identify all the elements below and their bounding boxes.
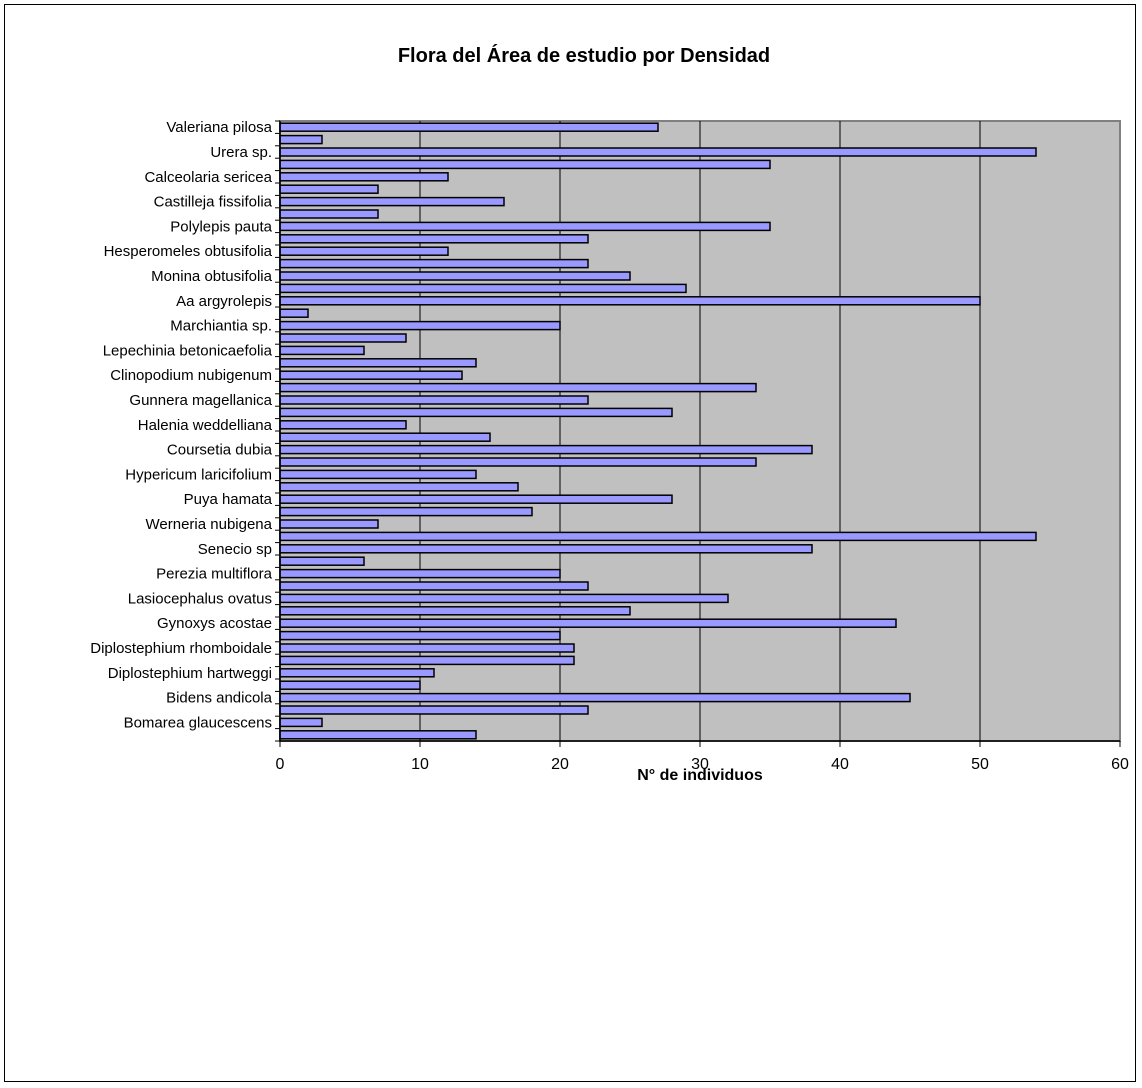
bar <box>279 581 589 591</box>
y-axis <box>275 120 281 742</box>
category-label: Halenia weddelliana <box>138 417 273 434</box>
category-label: Gunnera magellanica <box>129 392 272 409</box>
bar <box>279 457 757 467</box>
bar <box>279 308 309 318</box>
category-label: Lepechinia betonicaefolia <box>103 342 273 359</box>
category-label: Werneria nubigena <box>146 516 273 533</box>
x-tick-label: 40 <box>831 756 849 773</box>
bar <box>279 407 673 418</box>
category-label: Coursetia dubia <box>167 442 273 459</box>
category-label: Aa argyrolepis <box>176 293 272 310</box>
category-label: Monina obtusifolia <box>151 268 273 285</box>
bar <box>279 593 729 604</box>
category-label: Bidens andicola <box>166 690 273 707</box>
x-tick-label: 60 <box>1111 756 1129 773</box>
bar <box>279 395 589 405</box>
bar <box>279 730 477 740</box>
bar <box>279 296 981 306</box>
bar <box>279 444 813 455</box>
bar <box>279 556 365 566</box>
bar <box>279 333 407 343</box>
bar <box>279 345 365 356</box>
bar <box>279 147 1037 157</box>
category-label: Clinopodium nubigenum <box>110 367 272 384</box>
category-label: Bomarea glaucescens <box>124 714 272 731</box>
bar <box>279 358 477 368</box>
bar <box>279 283 687 294</box>
category-label: Diplostephium hartweggi <box>108 665 272 682</box>
bar <box>279 271 631 281</box>
bar <box>279 668 435 678</box>
bar <box>279 482 519 492</box>
bar <box>279 258 589 269</box>
x-axis-label: N° de individuos <box>637 767 763 784</box>
bar <box>279 494 673 504</box>
category-label: Diplostephium rhomboidale <box>90 640 272 657</box>
bar <box>279 643 575 653</box>
category-label: Valeriana pilosa <box>166 119 272 136</box>
bar <box>279 246 449 256</box>
x-tick-labels: 0 10 20 30 40 50 60 <box>276 756 1129 773</box>
bar <box>279 122 659 132</box>
bar <box>279 705 589 715</box>
bar <box>279 172 449 182</box>
x-tick-label: 30 <box>691 756 709 773</box>
bar <box>279 606 631 616</box>
chart-title: Flora del Área de estudio por Densidad <box>398 44 770 67</box>
bar <box>279 531 1037 542</box>
category-label: Hypericum laricifolium <box>125 466 272 483</box>
bar <box>279 568 561 579</box>
bar <box>279 196 505 207</box>
bar <box>279 717 323 728</box>
x-axis <box>279 740 1121 747</box>
bar <box>279 692 911 703</box>
bar <box>279 432 491 442</box>
category-label: Puya hamata <box>184 491 273 508</box>
category-labels: Bomarea glaucescens Bidens andicola Diplos… <box>90 119 272 731</box>
category-label: Marchiantia sp. <box>170 318 272 335</box>
category-label: Lasiocephalus ovatus <box>128 590 272 607</box>
bar <box>279 506 533 517</box>
bar <box>279 680 421 690</box>
bar <box>279 209 379 219</box>
x-tick-label: 10 <box>411 756 429 773</box>
bar-chart: Flora del Área de estudio por Densidad B… <box>90 44 1129 784</box>
bar <box>279 234 589 244</box>
bar <box>279 134 323 145</box>
bar <box>279 320 561 331</box>
category-label: Gynoxys acostae <box>157 615 272 632</box>
category-label: Calceolaria sericea <box>144 169 272 186</box>
x-tick-label: 20 <box>551 756 569 773</box>
chart-frame: Flora del Área de estudio por Densidad B… <box>4 4 1136 1082</box>
bar <box>279 184 379 194</box>
bar <box>279 159 771 170</box>
bar <box>279 370 463 380</box>
bar <box>279 544 813 554</box>
bar <box>279 469 477 480</box>
category-label: Hesperomeles obtusifolia <box>104 243 273 260</box>
bar <box>279 618 897 628</box>
bars <box>279 122 1037 740</box>
bar <box>279 655 575 666</box>
x-tick-label: 0 <box>276 756 285 773</box>
bar <box>279 420 407 430</box>
category-label: Urera sp. <box>210 144 272 161</box>
category-label: Senecio sp <box>198 541 272 558</box>
bar <box>279 221 771 232</box>
category-label: Castilleja fissifolia <box>154 194 273 211</box>
category-label: Perezia multiflora <box>156 566 273 583</box>
category-label: Polylepis pauta <box>170 218 272 235</box>
x-tick-label: 50 <box>971 756 989 773</box>
bar <box>279 630 561 641</box>
bar <box>279 519 379 529</box>
bar <box>279 382 757 393</box>
